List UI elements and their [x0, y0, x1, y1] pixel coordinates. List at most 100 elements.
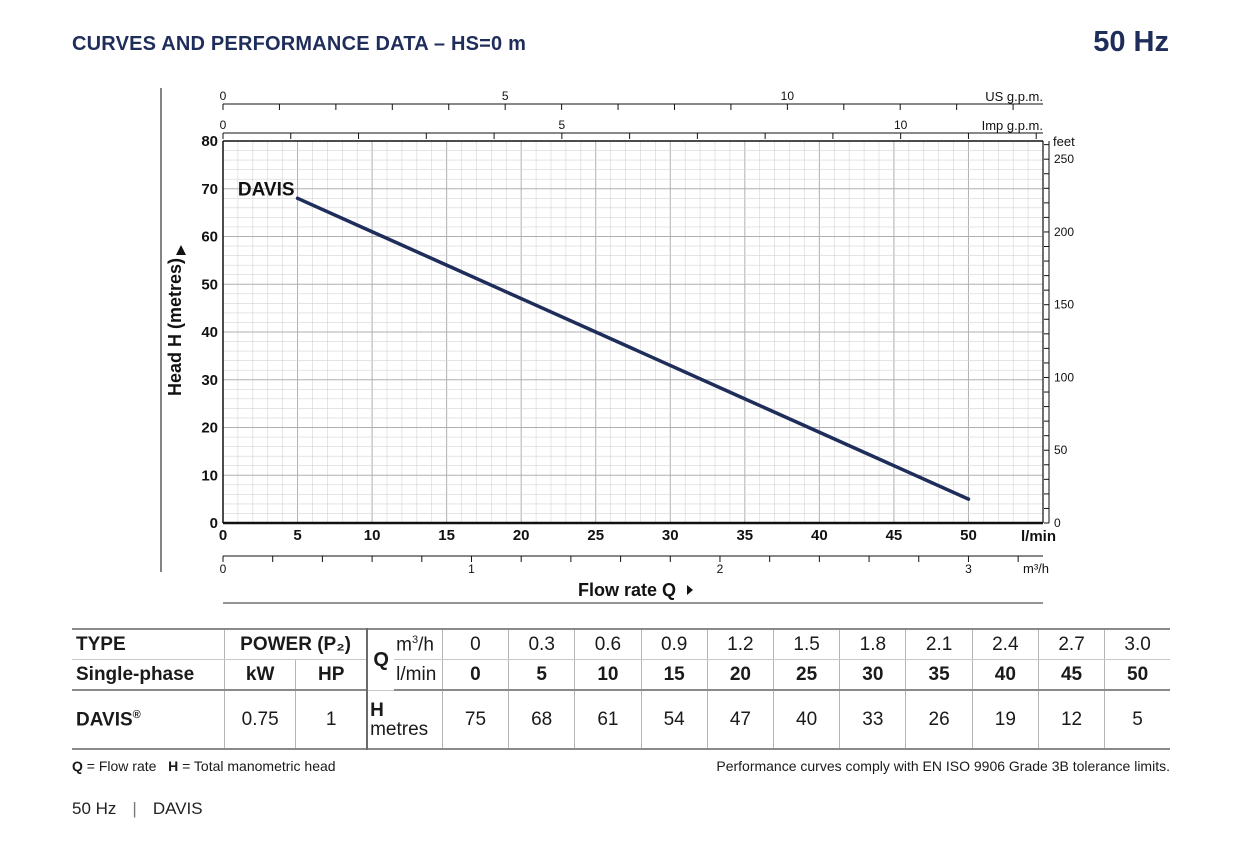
m3h-axis-label: m³/h — [1023, 561, 1049, 576]
m3h-value: 3.0 — [1104, 629, 1170, 660]
symbol-legend: Q = Flow rate H = Total manometric head — [72, 758, 336, 774]
feet-tick-label: 250 — [1054, 152, 1074, 166]
data-point — [519, 296, 523, 301]
imp-gpm-axis-label: Imp g.p.m. — [982, 118, 1043, 133]
frequency-badge: 50 Hz — [1093, 26, 1169, 58]
lmin-value: 50 — [1104, 659, 1170, 691]
y-tick-label: 0 — [210, 515, 218, 532]
data-point — [743, 397, 747, 401]
data-point — [295, 196, 300, 200]
m3h-value: 0.3 — [508, 629, 575, 660]
x-tick-label: 30 — [662, 527, 679, 544]
x-tick-label: 15 — [438, 527, 455, 544]
power-header: POWER (P₂) — [224, 629, 368, 660]
us-gpm-axis-tick-label: 10 — [781, 89, 795, 103]
page-title: CURVES AND PERFORMANCE DATA – HS=0 m — [72, 33, 527, 55]
feet-tick-label: 200 — [1054, 225, 1074, 239]
lmin-unit: l/min — [394, 659, 443, 691]
footer-separator: | — [132, 799, 137, 818]
footer-model: DAVIS — [152, 799, 203, 818]
series-label: DAVIS — [238, 179, 295, 200]
imp-gpm-axis-tick-label: 10 — [894, 118, 908, 132]
h-label: H metres — [366, 690, 443, 749]
x-tick-label: 0 — [219, 527, 227, 544]
x-tick-label: 20 — [513, 527, 530, 544]
lmin-value: 30 — [839, 659, 906, 691]
y-tick-label: 30 — [201, 372, 218, 389]
m3h-tick-label: 1 — [468, 562, 475, 576]
kw-header: kW — [224, 659, 296, 691]
x-axis-title: Flow rate Q — [578, 580, 676, 600]
data-point — [966, 497, 971, 501]
us-gpm-axis-tick-label: 0 — [220, 89, 227, 103]
lmin-value: 15 — [640, 659, 708, 691]
head-value: 61 — [574, 690, 642, 749]
head-value: 5 — [1104, 690, 1170, 749]
model-name: DAVIS® — [76, 708, 141, 731]
m3h-tick-label: 0 — [220, 562, 227, 576]
feet-tick-label: 0 — [1054, 516, 1061, 530]
hp-header: HP — [295, 659, 368, 691]
head-value: 54 — [640, 690, 708, 749]
kw-value: 0.75 — [224, 690, 296, 749]
head-value: 40 — [772, 690, 840, 749]
x-tick-label: 40 — [811, 527, 828, 544]
head-value: 19 — [971, 690, 1039, 749]
m3h-unit: m3/h — [394, 629, 443, 660]
lmin-value: 10 — [574, 659, 642, 691]
y-tick-label: 40 — [201, 324, 218, 341]
feet-tick-label: 150 — [1054, 298, 1074, 312]
footer: 50 Hz | DAVIS — [72, 799, 203, 819]
head-value: 68 — [508, 690, 575, 749]
data-point — [445, 263, 449, 267]
footer-frequency: 50 Hz — [72, 799, 117, 818]
x-tick-label: 10 — [364, 527, 381, 544]
performance-table: TYPE POWER (P₂) Q m3/h 0 0.3 0.6 0.9 1.2… — [72, 628, 1170, 750]
us-gpm-axis-tick-label: 5 — [502, 89, 509, 103]
feet-tick-label: 100 — [1054, 370, 1074, 384]
lmin-value: 20 — [706, 659, 774, 691]
us-gpm-axis-label: US g.p.m. — [985, 89, 1043, 104]
m3h-value: 1.2 — [706, 629, 774, 660]
feet-axis-label: feet — [1053, 134, 1075, 149]
y-tick-label: 20 — [201, 420, 218, 437]
lmin-value: 35 — [905, 659, 973, 691]
head-value: 47 — [706, 690, 774, 749]
data-point — [892, 464, 896, 468]
feet-tick-label: 50 — [1054, 443, 1068, 457]
x-tick-label: 35 — [736, 527, 753, 544]
x-tick-label: 5 — [293, 527, 301, 544]
x-tick-label: 45 — [886, 527, 903, 544]
m3h-value: 1.5 — [772, 629, 840, 660]
m3h-value: 0.9 — [640, 629, 708, 660]
data-point — [817, 430, 821, 434]
data-point — [668, 363, 672, 368]
q-label: Q — [366, 629, 395, 691]
data-point — [594, 330, 598, 334]
lmin-value: 40 — [971, 659, 1039, 691]
head-value: 33 — [839, 690, 906, 749]
m3h-value: 0.6 — [574, 629, 642, 660]
lmin-value: 45 — [1037, 659, 1105, 691]
compliance-note: Performance curves comply with EN ISO 99… — [716, 758, 1170, 774]
x-unit-label: l/min — [1021, 528, 1056, 545]
imp-gpm-axis-tick-label: 0 — [220, 118, 227, 132]
y-tick-label: 10 — [201, 467, 218, 484]
head-value: 12 — [1037, 690, 1105, 749]
m3h-value: 2.7 — [1037, 629, 1105, 660]
y-tick-label: 70 — [201, 181, 218, 198]
y-axis-title: Head H (metres) — [165, 258, 185, 396]
x-axis-arrow-icon — [687, 585, 693, 595]
y-tick-label: 80 — [201, 133, 218, 150]
x-tick-label: 50 — [960, 527, 977, 544]
m3h-value: 0 — [441, 629, 509, 660]
series-line — [295, 196, 971, 501]
m3h-value: 2.1 — [905, 629, 973, 660]
lmin-value: 5 — [508, 659, 575, 691]
m3h-value: 1.8 — [839, 629, 906, 660]
head-value: 75 — [441, 690, 509, 749]
head-value: 26 — [905, 690, 973, 749]
lmin-value: 25 — [772, 659, 840, 691]
lmin-value: 0 — [441, 659, 509, 691]
